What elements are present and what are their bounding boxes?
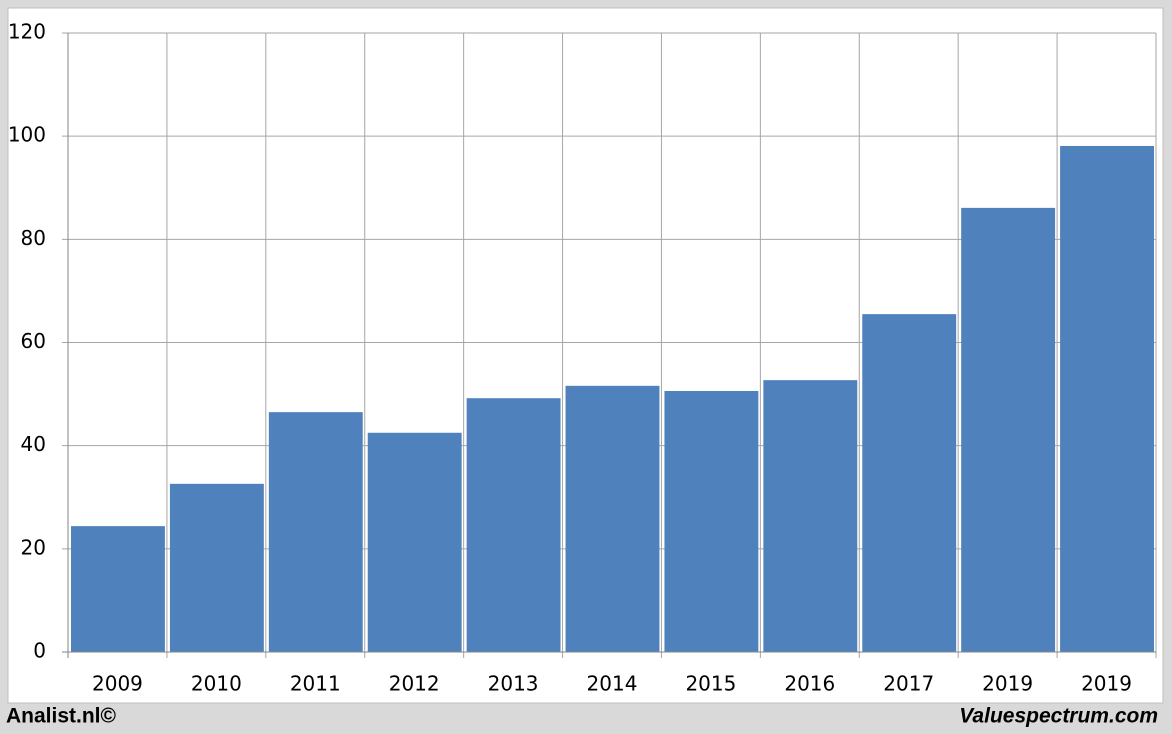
x-tick-label: 2016 bbox=[784, 672, 835, 696]
x-tick-label: 2019 bbox=[982, 672, 1033, 696]
x-tick-label: 2011 bbox=[290, 672, 341, 696]
x-tick-label: 2013 bbox=[488, 672, 539, 696]
bar bbox=[1060, 145, 1154, 652]
bar bbox=[169, 483, 264, 652]
footer-right: Valuespectrum.com bbox=[959, 705, 1158, 728]
x-tick-label: 2019 bbox=[1081, 672, 1132, 696]
bar bbox=[268, 412, 363, 652]
bar bbox=[565, 385, 660, 652]
x-tick-label: 2009 bbox=[92, 672, 143, 696]
y-tick-label: 20 bbox=[21, 535, 46, 559]
y-tick-label: 0 bbox=[33, 639, 46, 663]
bar bbox=[862, 314, 957, 652]
bar bbox=[763, 380, 858, 652]
x-tick-label: 2017 bbox=[883, 672, 934, 696]
x-tick-label: 2010 bbox=[191, 672, 242, 696]
x-tick-label: 2012 bbox=[389, 672, 440, 696]
bar bbox=[961, 207, 1056, 652]
bar bbox=[466, 398, 561, 652]
y-tick-label: 120 bbox=[8, 20, 46, 44]
y-tick-label: 60 bbox=[21, 329, 46, 353]
y-tick-label: 80 bbox=[21, 226, 46, 250]
footer-left: Analist.nl© bbox=[6, 705, 117, 728]
x-tick-label: 2015 bbox=[685, 672, 736, 696]
y-tick-label: 40 bbox=[21, 432, 46, 456]
x-tick-label: 2014 bbox=[587, 672, 638, 696]
bar bbox=[367, 432, 462, 652]
bar bbox=[664, 390, 759, 652]
bar bbox=[71, 526, 165, 652]
y-tick-label: 100 bbox=[8, 123, 46, 147]
